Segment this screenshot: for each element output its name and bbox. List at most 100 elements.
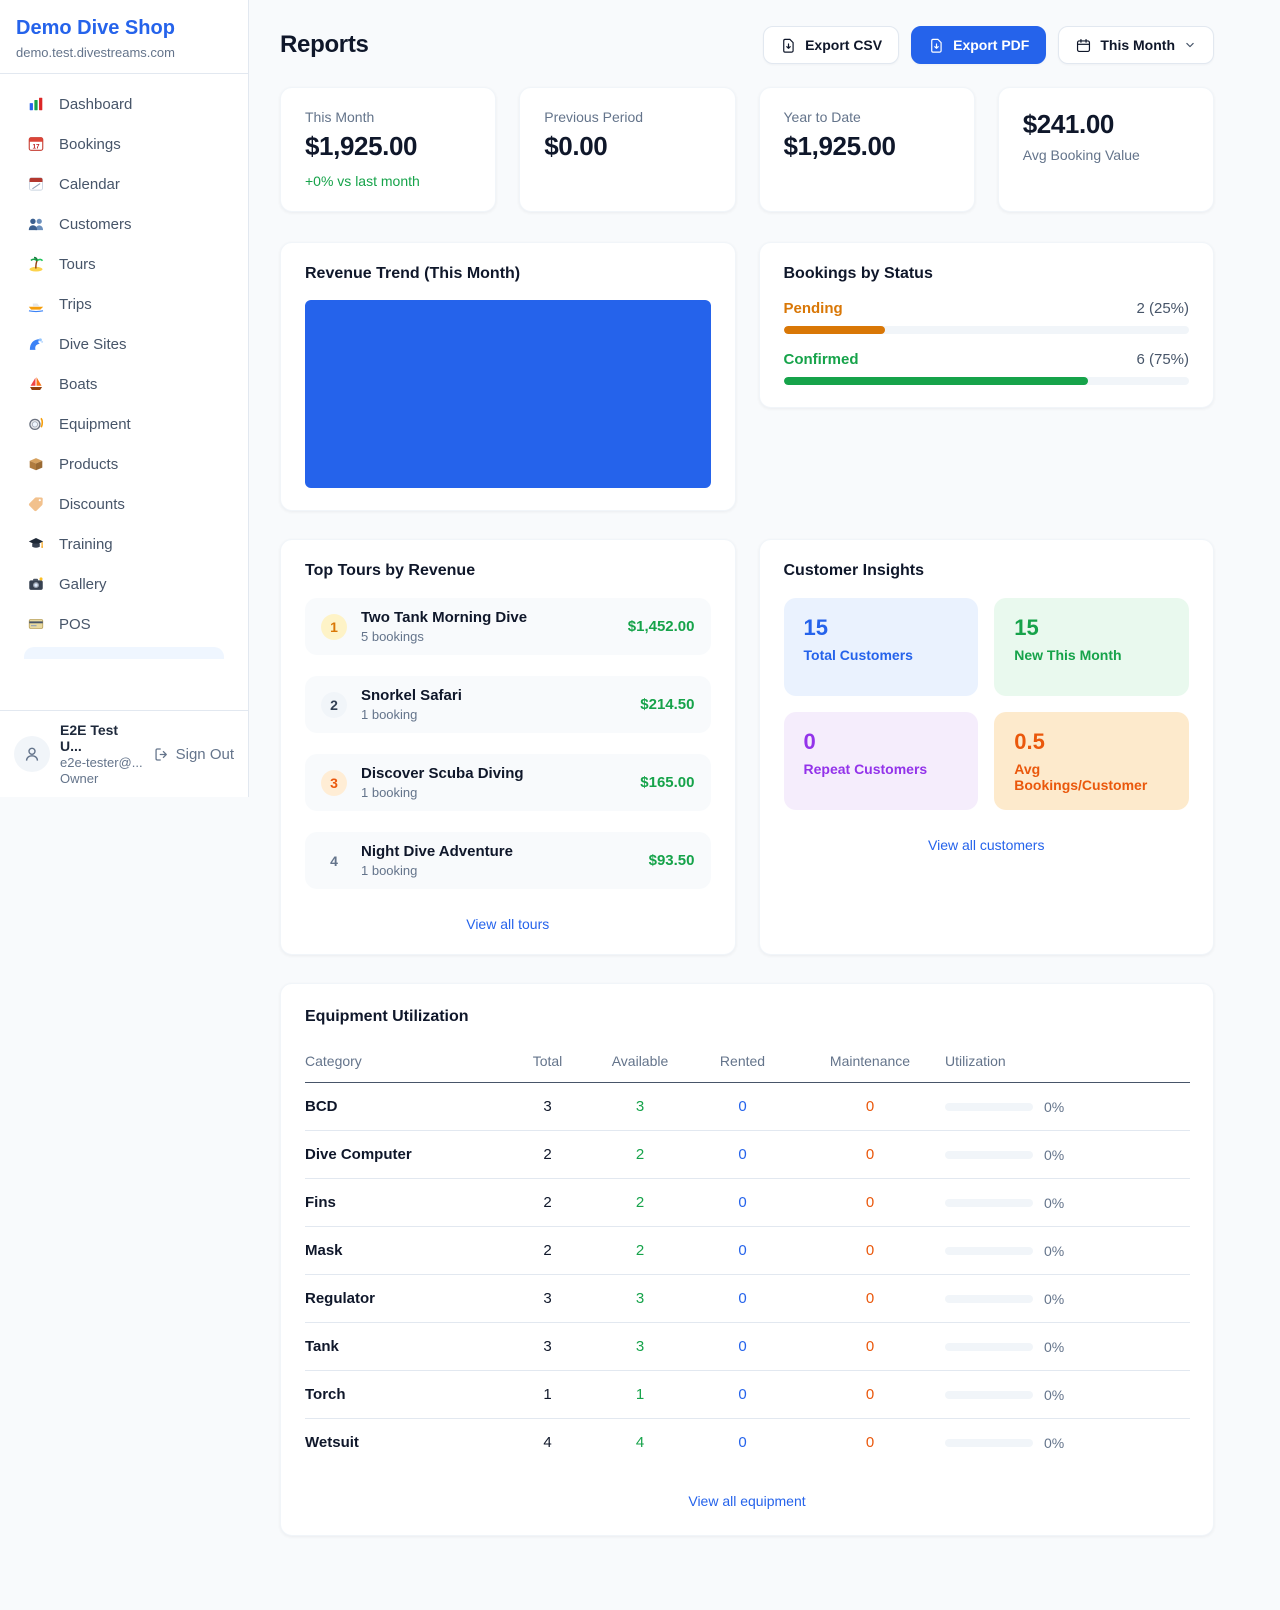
top-tours-card: Top Tours by Revenue 1 Two Tank Morning … [280, 539, 736, 955]
rank-badge: 1 [321, 613, 347, 640]
equipment-utilization-title: Equipment Utilization [305, 1008, 469, 1025]
sidebar-item-calendar[interactable]: Calendar [12, 164, 236, 204]
sidebar-item-training[interactable]: Training [12, 524, 236, 564]
view-all-customers-link[interactable]: View all customers [928, 837, 1045, 853]
sign-out-button[interactable]: Sign Out [153, 746, 234, 763]
user-name: E2E Test U... [60, 722, 119, 754]
sidebar-item-boats[interactable]: Boats [12, 364, 236, 404]
file-download-icon [783, 38, 794, 53]
status-bar-track [783, 326, 1189, 334]
customer-insights-card: Customer Insights 15 Total Customers 15 … [758, 539, 1214, 955]
view-all-equipment-link[interactable]: View all equipment [688, 1493, 806, 1509]
period-label: This Month [1100, 37, 1175, 53]
equipment-icon [26, 414, 46, 434]
sidebar-item-partial [24, 647, 224, 659]
table-row: Fins 2 2 0 0 0% [305, 1178, 1190, 1227]
stat-label: Year to Date [783, 109, 861, 125]
rank-badge: 2 [321, 691, 347, 718]
revenue-trend-chart [305, 300, 711, 488]
utilization-percent: 0% [1044, 1338, 1065, 1355]
tour-bookings: 1 booking [361, 785, 418, 800]
calendar-icon [26, 174, 46, 194]
cell-category: BCD [305, 1082, 505, 1131]
stat-value: $0.00 [544, 131, 608, 161]
middle-row: Top Tours by Revenue 1 Two Tank Morning … [280, 539, 1214, 955]
stat-card-previous-period: Previous Period $0.00 [519, 87, 736, 212]
tour-row: 4 Night Dive Adventure 1 booking $93.50 [305, 832, 711, 889]
cell-rented: 0 [690, 1322, 795, 1371]
insight-tile-avg-bookings: 0.5 Avg Bookings/Customer [994, 712, 1189, 810]
utilization-bar [945, 1438, 1033, 1447]
cell-rented: 0 [690, 1130, 795, 1179]
cell-available: 2 [590, 1226, 690, 1275]
sidebar-item-tours[interactable]: Tours [12, 244, 236, 284]
utilization-percent: 0% [1044, 1194, 1065, 1211]
equipment-table: Category Total Available Rented Maintena… [305, 1043, 1190, 1466]
cell-rented: 0 [690, 1178, 795, 1227]
table-row: BCD 3 3 0 0 0% [305, 1082, 1190, 1131]
tour-revenue: $93.50 [648, 852, 695, 869]
utilization-percent: 0% [1044, 1242, 1065, 1259]
stat-label: Previous Period [544, 109, 644, 125]
tour-row: 1 Two Tank Morning Dive 5 bookings $1,45… [305, 598, 711, 655]
brand-block: Demo Dive Shop demo.test.divestreams.com [0, 0, 248, 74]
sidebar-item-dive-sites[interactable]: Dive Sites [12, 324, 236, 364]
sidebar-item-products[interactable]: Products [12, 444, 236, 484]
table-header-row: Category Total Available Rented Maintena… [305, 1043, 1190, 1083]
cell-total: 3 [505, 1322, 590, 1371]
status-row-pending: Pending 2 (25%) [783, 300, 1189, 334]
utilization-bar [945, 1102, 1033, 1111]
bookings-by-status-title: Bookings by Status [783, 265, 933, 282]
cell-total: 4 [543, 1434, 552, 1451]
tour-name: Snorkel Safari [361, 687, 462, 704]
table-row: Torch 1 1 0 0 0% [305, 1370, 1190, 1419]
cell-rented: 0 [690, 1370, 795, 1419]
export-pdf-button[interactable]: Export PDF [911, 26, 1047, 64]
sidebar-item-gallery[interactable]: Gallery [12, 564, 236, 604]
cell-total: 1 [505, 1370, 590, 1419]
shop-domain: demo.test.divestreams.com [16, 45, 175, 60]
tour-bookings: 1 booking [361, 707, 418, 722]
cell-maintenance: 0 [795, 1082, 945, 1131]
sidebar-item-dashboard[interactable]: Dashboard [12, 84, 236, 124]
stat-card-avg-booking-value: $241.00 Avg Booking Value [997, 87, 1214, 212]
insight-label: Repeat Customers [803, 761, 928, 777]
sidebar-item-bookings[interactable]: 17 Bookings [12, 124, 236, 164]
stat-label: This Month [305, 109, 375, 125]
cell-category: Tank [305, 1322, 505, 1371]
tour-row: 2 Snorkel Safari 1 booking $214.50 [305, 676, 711, 733]
status-bar-track [783, 377, 1189, 385]
charts-row: Revenue Trend (This Month) Bookings by S… [280, 242, 1214, 511]
sidebar-item-customers[interactable]: Customers [12, 204, 236, 244]
sidebar-item-equipment[interactable]: Equipment [12, 404, 236, 444]
revenue-trend-card: Revenue Trend (This Month) [280, 242, 736, 511]
cell-maintenance: 0 [795, 1226, 945, 1275]
cell-available: 3 [590, 1322, 690, 1371]
sidebar-item-label: Discounts [59, 495, 125, 513]
status-value: 2 (25%) [1136, 300, 1189, 317]
table-row: Dive Computer 2 2 0 0 0% [305, 1130, 1190, 1179]
sidebar-item-discounts[interactable]: Discounts [12, 484, 236, 524]
utilization-bar [945, 1342, 1033, 1351]
tour-revenue: $214.50 [640, 696, 695, 713]
page-title: Reports [280, 31, 369, 58]
sidebar-item-label: Trips [59, 295, 92, 313]
stat-delta: +0% vs last month [305, 173, 420, 189]
cell-maintenance: 0 [795, 1178, 945, 1227]
sidebar-item-pos[interactable]: POS [12, 604, 236, 644]
sidebar-item-trips[interactable]: Trips [12, 284, 236, 324]
tour-name: Two Tank Morning Dive [361, 609, 528, 626]
tour-revenue: $1,452.00 [627, 618, 695, 635]
revenue-trend-title: Revenue Trend (This Month) [305, 265, 521, 282]
cell-maintenance: 0 [865, 1434, 875, 1451]
cell-maintenance: 0 [795, 1370, 945, 1419]
view-all-tours-link[interactable]: View all tours [466, 916, 550, 932]
insight-value: 15 [1014, 615, 1039, 640]
export-pdf-label: Export PDF [953, 37, 1030, 53]
period-dropdown[interactable]: This Month [1058, 26, 1214, 64]
sidebar-item-label: Bookings [59, 135, 121, 153]
cell-available: 1 [590, 1370, 690, 1419]
tour-revenue: $165.00 [640, 774, 695, 791]
export-csv-button[interactable]: Export CSV [763, 26, 900, 64]
tour-bookings: 5 bookings [361, 629, 424, 644]
